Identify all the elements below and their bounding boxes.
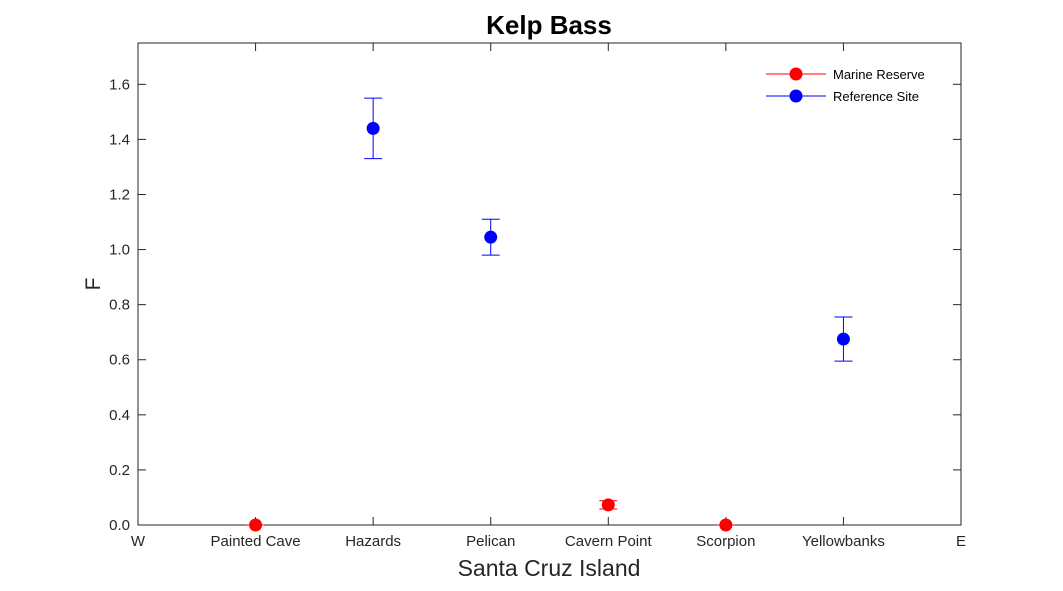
legend: Marine Reserve Reference Site	[760, 60, 945, 110]
x-tick-label: Yellowbanks	[802, 533, 885, 550]
y-tick-label: 0.4	[109, 407, 130, 424]
axis-ticks: 0.0 0.2 0.4 0.6 0.8 1.0 1.2 1.4 1.6 W Painted Cave…	[109, 43, 966, 550]
data-point	[719, 518, 733, 532]
y-tick-label: 0.2	[109, 462, 130, 479]
data-point	[836, 332, 850, 346]
data-marks	[246, 97, 853, 532]
legend-label: Reference Site	[833, 89, 919, 104]
legend-marker	[789, 67, 803, 81]
y-tick-label: 0.0	[109, 517, 130, 534]
data-point	[366, 121, 380, 135]
y-tick-label: 0.8	[109, 297, 130, 314]
x-tick-label: Painted Cave	[211, 533, 301, 550]
x-tick-label: Hazards	[345, 533, 401, 550]
y-tick-label: 0.6	[109, 352, 130, 369]
y-tick-label: 1.4	[109, 131, 130, 148]
x-tick-label: W	[131, 533, 146, 550]
data-point	[601, 498, 615, 512]
y-tick-label: 1.0	[109, 242, 130, 259]
y-axis-label: F	[82, 278, 105, 291]
x-tick-label: Pelican	[466, 533, 515, 550]
x-tick-label: E	[956, 533, 966, 550]
legend-box	[760, 60, 945, 110]
y-tick-label: 1.6	[109, 76, 130, 93]
x-tick-label: Scorpion	[696, 533, 755, 550]
data-point	[249, 518, 263, 532]
y-tick-label: 1.2	[109, 186, 130, 203]
legend-label: Marine Reserve	[833, 67, 925, 82]
data-point	[484, 230, 498, 244]
chart-title: Kelp Bass	[486, 10, 612, 40]
plot-area	[137, 42, 962, 526]
x-tick-label: Cavern Point	[565, 533, 653, 550]
x-axis-label: Santa Cruz Island	[458, 555, 641, 581]
legend-marker	[789, 89, 803, 103]
